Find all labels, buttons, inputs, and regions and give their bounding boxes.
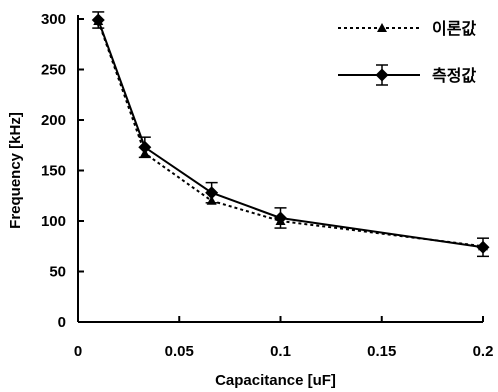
series-line (97, 19, 484, 249)
legend-marker (375, 68, 389, 82)
x-tick-label: 0.2 (473, 343, 494, 360)
legend-item-2: 측정값 (338, 64, 476, 86)
x-tick-label: 0.1 (270, 343, 291, 360)
series-line (97, 20, 484, 248)
legend-label: 측정값 (432, 66, 476, 85)
y-tick-label: 50 (49, 264, 66, 281)
x-axis-title: Capacitance [uF] (215, 372, 336, 389)
y-tick-label: 200 (41, 112, 66, 129)
y-tick-label: 150 (41, 163, 66, 180)
x-tick-label: 0 (74, 343, 82, 360)
y-tick-label: 300 (41, 11, 66, 28)
data-point (91, 13, 105, 27)
series-layer (91, 11, 490, 258)
legend-item-1: 이론값 (338, 19, 476, 38)
data-point (205, 186, 219, 200)
y-tick-label: 250 (41, 62, 66, 79)
series-2 (91, 11, 490, 258)
data-point (138, 140, 152, 154)
y-axis-title: Frequency [kHz] (7, 112, 24, 229)
y-tick-label: 0 (58, 314, 66, 331)
axes (77, 15, 483, 323)
legend-marker (377, 23, 387, 32)
data-point (274, 211, 287, 225)
data-point (476, 240, 490, 254)
x-tick-label: 0.15 (367, 343, 396, 360)
y-tick-label: 100 (41, 213, 66, 230)
legend-label: 이론값 (432, 19, 476, 38)
series-1 (93, 16, 488, 251)
x-tick-label: 0.05 (165, 343, 194, 360)
ticks: 0 50 100 150 200 250 300 0 0.05 0.1 0.15 0.2 (41, 11, 493, 360)
